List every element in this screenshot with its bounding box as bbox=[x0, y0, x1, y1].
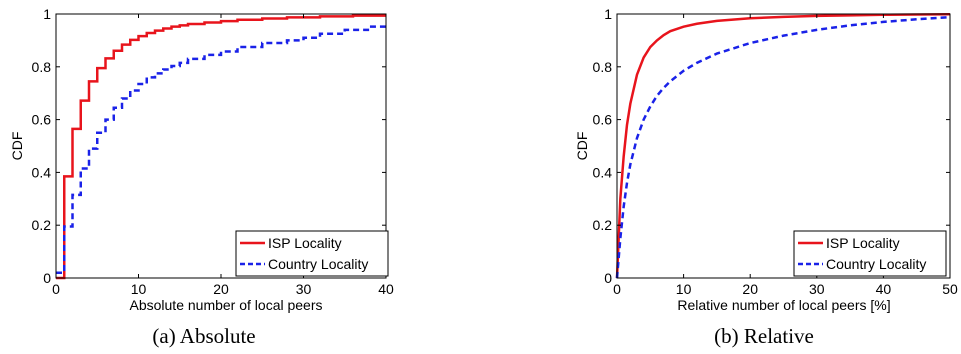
legend-absolute: ISP Locality Country Locality bbox=[235, 230, 389, 277]
x-tick-label-relative: 40 bbox=[876, 281, 892, 297]
x-tick-label-relative: 0 bbox=[613, 281, 621, 297]
y-axis-label-absolute: CDF bbox=[9, 132, 25, 161]
y-tick-label-absolute: 0.8 bbox=[32, 59, 52, 75]
legend-box-relative bbox=[793, 230, 947, 277]
legend-label-country-absolute: Country Locality bbox=[268, 256, 368, 272]
x-tick-label-relative: 20 bbox=[742, 281, 758, 297]
y-tick-label-relative: 0.2 bbox=[593, 217, 613, 233]
y-tick-label-relative: 0 bbox=[604, 270, 612, 286]
legend-relative: ISP Locality Country Locality bbox=[793, 230, 947, 277]
y-tick-label-relative: 0.6 bbox=[593, 112, 613, 128]
legend-label-country-relative: Country Locality bbox=[826, 256, 926, 272]
x-axis-label-relative: Relative number of local peers [%] bbox=[677, 297, 890, 313]
plot-area-absolute bbox=[56, 14, 386, 280]
caption-relative: (b) Relative bbox=[714, 324, 814, 348]
chart-absolute: 0 10 20 30 40 0 0.2 0.4 0.6 0.8 1 CDF Absolute num… bbox=[9, 6, 394, 348]
y-tick-label-absolute: 0.4 bbox=[32, 164, 52, 180]
y-tick-label-relative: 0.4 bbox=[593, 164, 613, 180]
y-tick-label-relative: 1 bbox=[604, 6, 612, 22]
x-tick-label-absolute: 20 bbox=[213, 281, 229, 297]
x-tick-label-absolute: 40 bbox=[378, 281, 394, 297]
y-tick-label-absolute: 0 bbox=[43, 270, 51, 286]
series-line-isp-locality-absolute bbox=[56, 14, 386, 280]
series-line-country-locality-relative bbox=[615, 15, 951, 279]
legend-label-isp-relative: ISP Locality bbox=[826, 235, 900, 251]
axes-relative: 0 10 20 30 40 50 0 0.2 0.4 0.6 0.8 1 bbox=[593, 6, 958, 297]
x-tick-label-absolute: 10 bbox=[131, 281, 147, 297]
x-tick-label-relative: 30 bbox=[809, 281, 825, 297]
series-line-isp-locality-relative bbox=[615, 13, 951, 279]
axes-absolute: 0 10 20 30 40 0 0.2 0.4 0.6 0.8 1 bbox=[32, 6, 394, 297]
y-tick-label-relative: 0.8 bbox=[593, 59, 613, 75]
legend-label-isp-absolute: ISP Locality bbox=[268, 235, 342, 251]
y-tick-label-absolute: 0.2 bbox=[32, 217, 52, 233]
x-tick-label-relative: 10 bbox=[676, 281, 692, 297]
plot-area-relative bbox=[615, 13, 951, 279]
y-tick-label-absolute: 0.6 bbox=[32, 112, 52, 128]
x-tick-label-absolute: 30 bbox=[296, 281, 312, 297]
caption-absolute: (a) Absolute bbox=[152, 324, 255, 348]
x-tick-label-relative: 50 bbox=[942, 281, 958, 297]
chart-relative: 0 10 20 30 40 50 0 0.2 0.4 0.6 0.8 1 CDF Relative n… bbox=[574, 6, 958, 348]
legend-box-absolute bbox=[235, 230, 389, 277]
series-line-country-locality-absolute bbox=[56, 25, 386, 274]
x-axis-label-absolute: Absolute number of local peers bbox=[130, 297, 323, 313]
y-tick-label-absolute: 1 bbox=[43, 6, 51, 22]
x-tick-label-absolute: 0 bbox=[52, 281, 60, 297]
y-axis-label-relative: CDF bbox=[574, 132, 590, 161]
axes-frame-relative bbox=[616, 13, 951, 279]
